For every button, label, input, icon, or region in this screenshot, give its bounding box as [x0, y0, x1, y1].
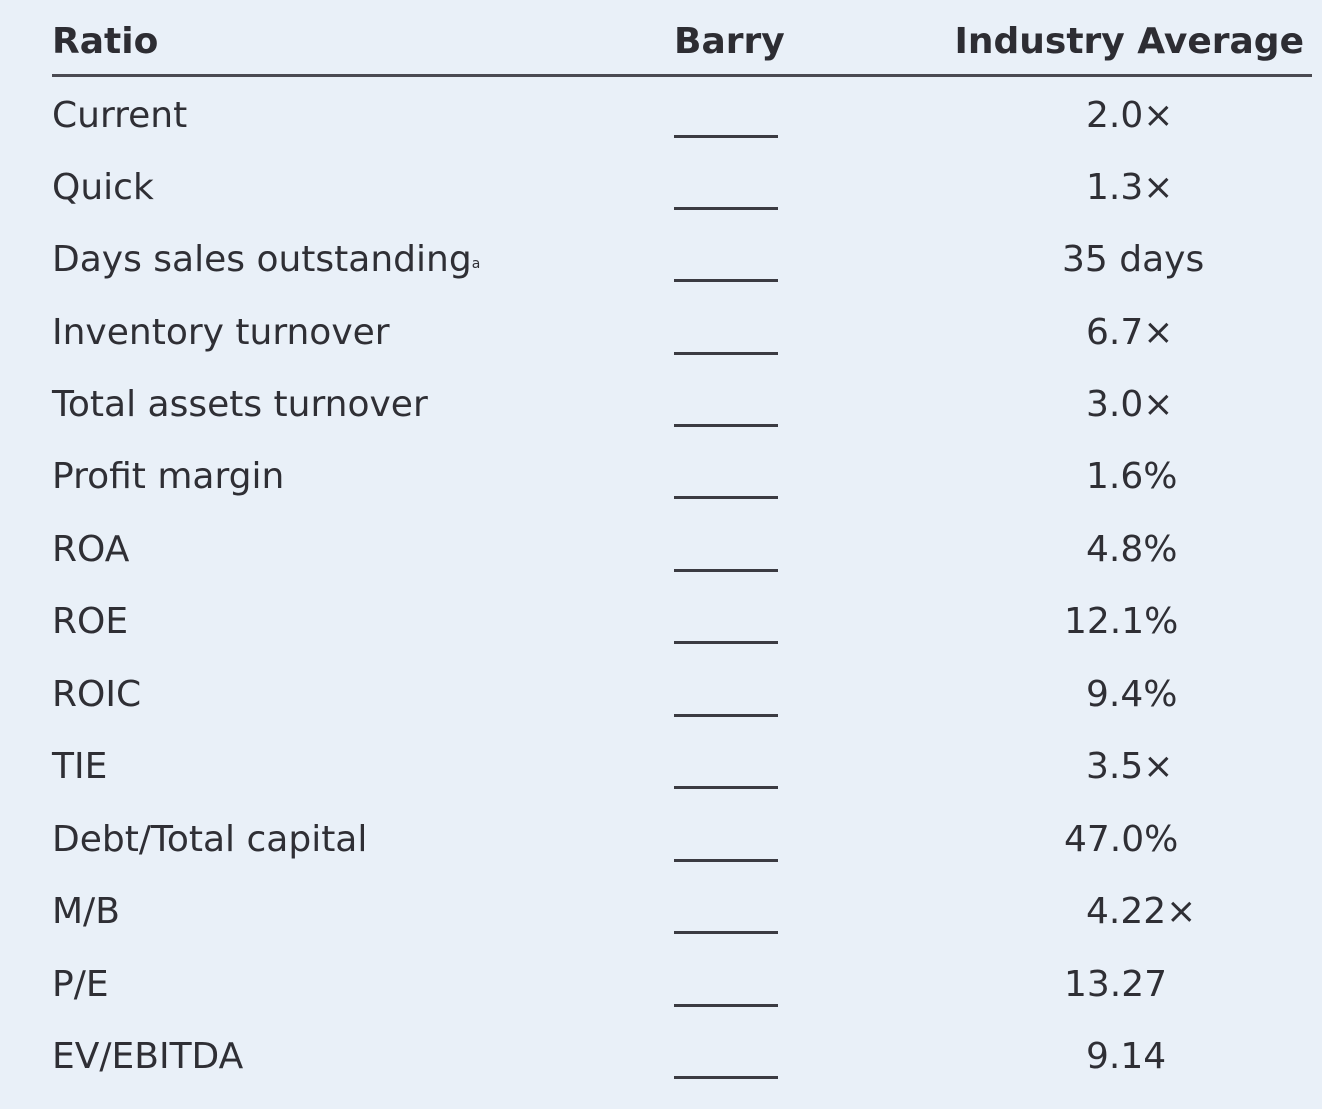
- industry-average-value: 13.27: [1064, 964, 1168, 1005]
- barry-answer-blank: [674, 135, 778, 138]
- table-header: Ratio Barry Industry Average: [52, 18, 1312, 76]
- row-label: ROA: [52, 529, 130, 570]
- table-row-roe: ROE 12.1%: [52, 600, 1312, 672]
- barry-column-header: Barry: [674, 21, 785, 62]
- barry-answer-blank: [674, 641, 778, 644]
- industry-average-value: 9.4%: [1086, 674, 1178, 715]
- barry-answer-blank: [674, 786, 778, 789]
- row-label: TIE: [52, 746, 108, 787]
- barry-answer-blank: [674, 424, 778, 427]
- industry-average-value: 12.1%: [1064, 601, 1179, 642]
- footnote-marker: a: [471, 256, 481, 272]
- barry-answer-blank: [674, 931, 778, 934]
- barry-answer-blank: [674, 569, 778, 572]
- row-label: ROIC: [52, 674, 142, 715]
- industry-average-value: 4.22×: [1086, 891, 1197, 932]
- table-row-p-e: P/E 13.27: [52, 963, 1312, 1035]
- row-label: Inventory turnover: [52, 312, 390, 353]
- table-row-debt-total-capital: Debt/Total capital 47.0%: [52, 818, 1312, 890]
- table-row-profit-margin: Profit margin 1.6%: [52, 455, 1312, 527]
- barry-answer-blank: [674, 1076, 778, 1079]
- row-label: Profit margin: [52, 456, 285, 497]
- row-label: P/E: [52, 964, 109, 1005]
- industry-average-value: 47.0%: [1064, 819, 1179, 860]
- industry-average-value: 9.14: [1086, 1036, 1167, 1077]
- row-label: Current: [52, 95, 188, 136]
- table-row-days-sales-outstanding: Days sales outstandinga 35 days: [52, 238, 1312, 310]
- industry-average-value: 4.8%: [1086, 529, 1178, 570]
- row-label-text: Days sales outstanding: [52, 239, 472, 280]
- table-row-ev-ebitda: EV/EBITDA 9.14: [52, 1035, 1312, 1107]
- table-row-current: Current 2.0×: [52, 94, 1312, 166]
- industry-average-value: 35 days: [1062, 239, 1205, 280]
- table-row-quick: Quick 1.3×: [52, 166, 1312, 238]
- row-label: Days sales outstandinga: [52, 238, 480, 282]
- row-label: Debt/Total capital: [52, 819, 368, 860]
- header-divider: [52, 74, 1312, 77]
- row-label: ROE: [52, 601, 129, 642]
- industry-average-value: 3.0×: [1086, 384, 1174, 425]
- table-row-m-b: M/B 4.22×: [52, 890, 1312, 962]
- industry-average-value: 1.6%: [1086, 456, 1178, 497]
- industry-average-column-header: Industry Average: [954, 21, 1304, 62]
- barry-answer-blank: [674, 859, 778, 862]
- barry-answer-blank: [674, 352, 778, 355]
- row-label: Total assets turnover: [52, 384, 428, 425]
- table-row-total-assets-turnover: Total assets turnover 3.0×: [52, 383, 1312, 455]
- industry-average-value: 2.0×: [1086, 95, 1174, 136]
- barry-answer-blank: [674, 1004, 778, 1007]
- table-row-inventory-turnover: Inventory turnover 6.7×: [52, 311, 1312, 383]
- barry-answer-blank: [674, 496, 778, 499]
- row-label: Quick: [52, 167, 154, 208]
- industry-average-value: 1.3×: [1086, 167, 1174, 208]
- table-row-tie: TIE 3.5×: [52, 745, 1312, 817]
- table-row-roic: ROIC 9.4%: [52, 673, 1312, 745]
- barry-answer-blank: [674, 279, 778, 282]
- barry-answer-blank: [674, 207, 778, 210]
- industry-average-value: 3.5×: [1086, 746, 1174, 787]
- barry-answer-blank: [674, 714, 778, 717]
- table-row-roa: ROA 4.8%: [52, 528, 1312, 600]
- industry-average-value: 6.7×: [1086, 312, 1174, 353]
- row-label: M/B: [52, 891, 120, 932]
- ratio-column-header: Ratio: [52, 21, 159, 62]
- row-label: EV/EBITDA: [52, 1036, 244, 1077]
